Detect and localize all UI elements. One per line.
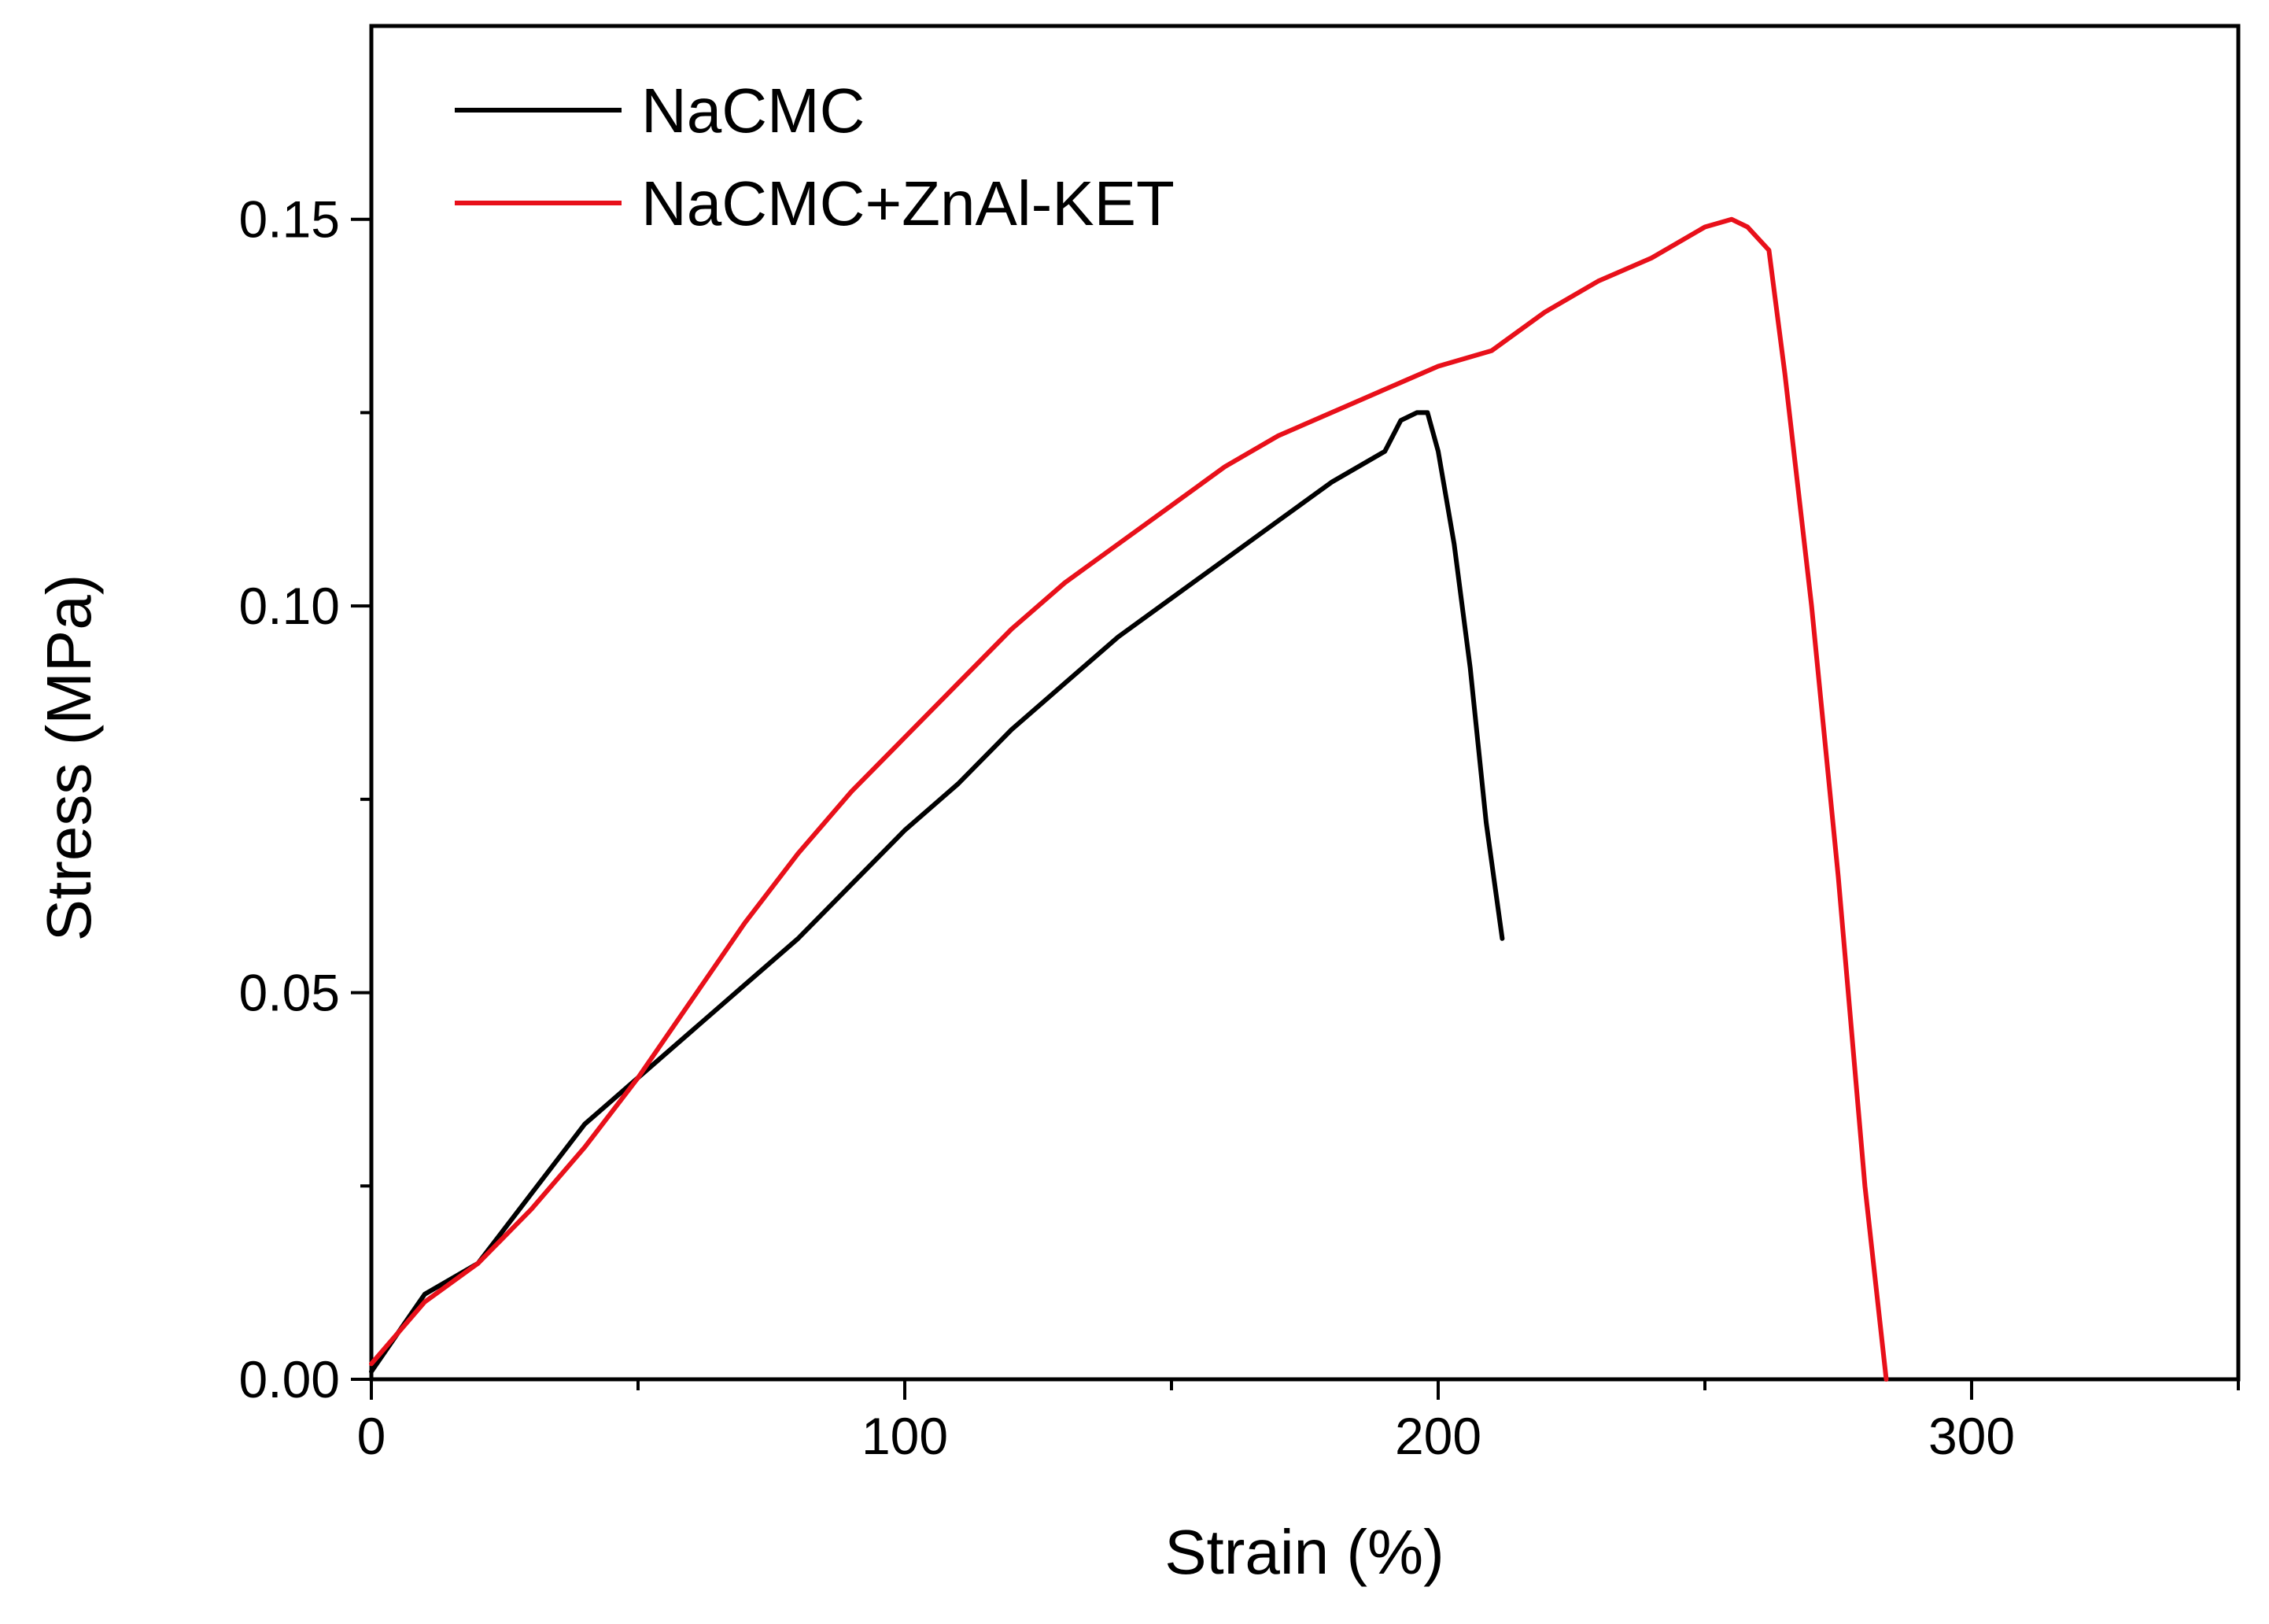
legend-label: NaCMC	[641, 76, 865, 146]
legend: NaCMC NaCMC+ZnAl-KET	[455, 76, 1175, 238]
y-tick-label: 0.10	[239, 577, 340, 635]
series-layer	[369, 216, 1889, 1382]
y-axis: 0.00 0.05 0.10 0.15	[239, 190, 371, 1408]
x-tick-label: 0	[357, 1407, 386, 1465]
x-axis-title: Strain (%)	[1164, 1517, 1444, 1587]
y-tick-label: 0.15	[239, 190, 340, 249]
series-line-nacmc-znal-ket	[369, 216, 1889, 1382]
y-tick-label: 0.05	[239, 964, 340, 1022]
series-line-nacmc	[369, 410, 1505, 1375]
y-axis-title: Stress (MPa)	[34, 574, 104, 942]
legend-label: NaCMC+ZnAl-KET	[641, 168, 1175, 238]
x-tick-label: 300	[1928, 1407, 2015, 1465]
x-tick-label: 200	[1395, 1407, 1481, 1465]
plot-frame	[369, 24, 2241, 1382]
y-tick-label: 0.00	[239, 1350, 340, 1408]
x-tick-label: 100	[861, 1407, 948, 1465]
plot-area	[369, 24, 2241, 1382]
x-axis: 0 100 200 300	[357, 1379, 2240, 1465]
